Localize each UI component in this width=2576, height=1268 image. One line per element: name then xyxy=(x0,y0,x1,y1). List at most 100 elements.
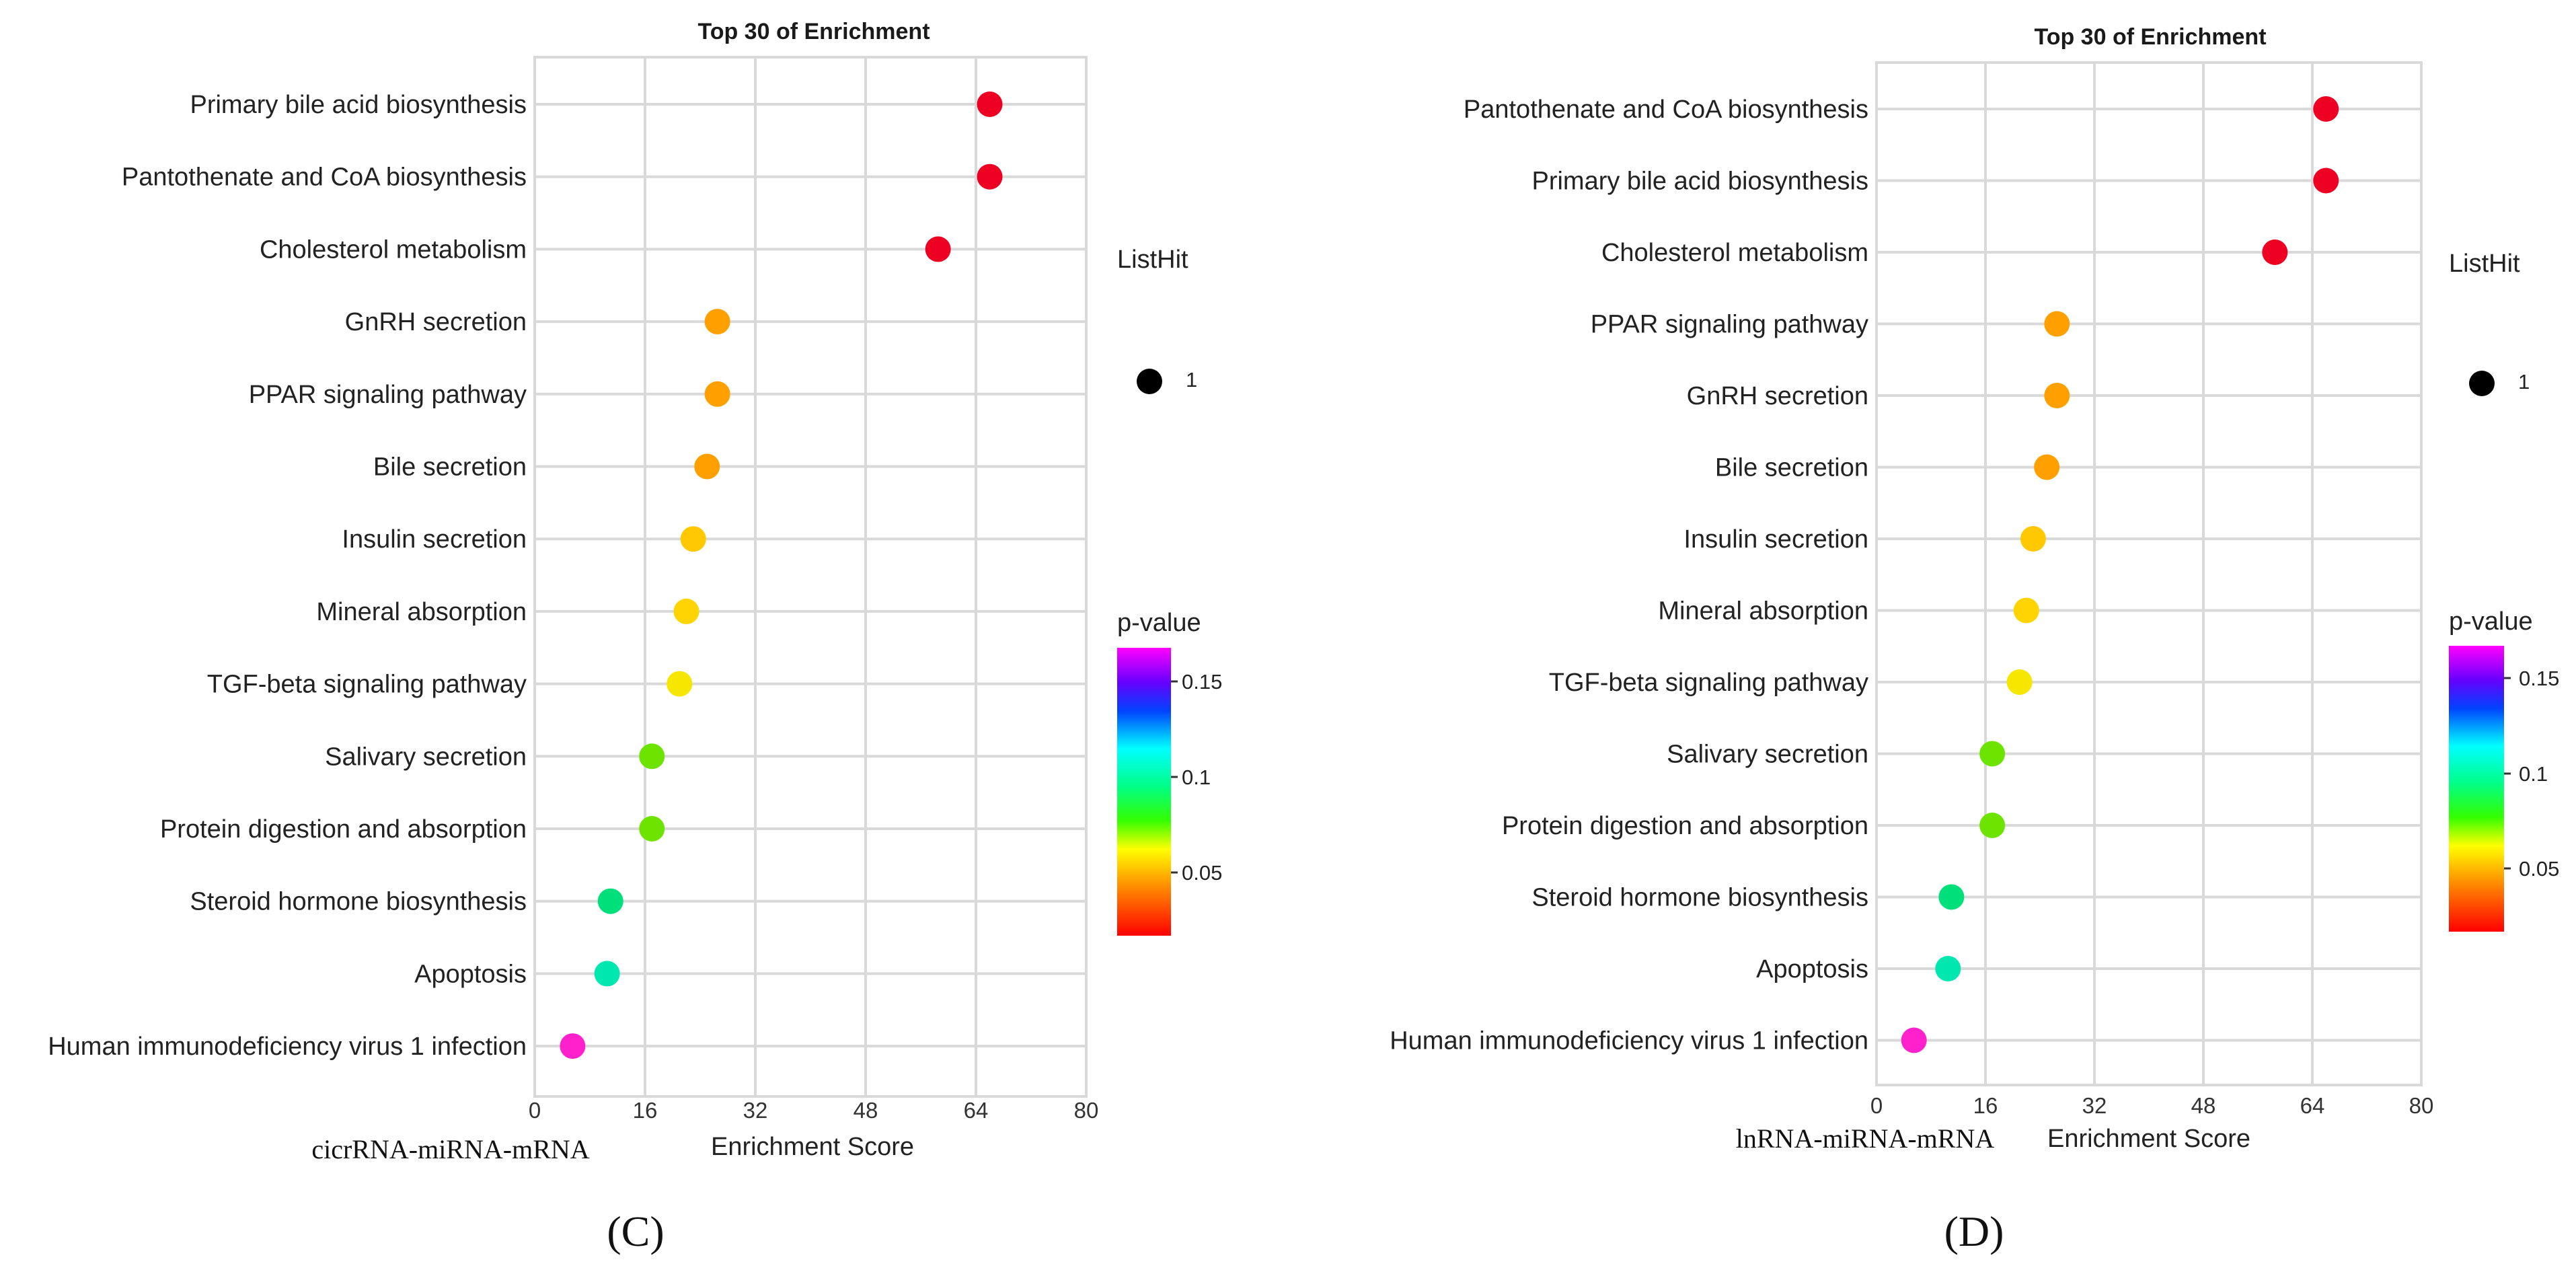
category-labels: Primary bile acid biosynthesis Pantothena… xyxy=(48,91,527,1061)
x-tick-labels: 0 16 32 48 64 80 xyxy=(1870,1093,2434,1118)
panel-d: Top 30 of Enrichment Pantothenate and Co… xyxy=(1390,24,2559,1255)
panel-c: Top 30 of Enrichment Primary bile acid b… xyxy=(48,19,1222,1255)
network-label: cicrRNA-miRNA-mRNA xyxy=(311,1134,589,1164)
data-points xyxy=(1901,96,2339,1053)
color-tick-label: 0.1 xyxy=(2519,762,2548,786)
category-label: Salivary secretion xyxy=(1667,741,1868,769)
data-point xyxy=(694,453,720,480)
data-point xyxy=(977,163,1003,190)
color-legend-title: p-value xyxy=(1117,609,1201,637)
category-label: Primary bile acid biosynthesis xyxy=(1531,167,1868,196)
data-point xyxy=(925,236,951,262)
category-label: TGF-beta signaling pathway xyxy=(1549,669,1868,697)
data-point xyxy=(1901,1027,1927,1053)
category-label: GnRH secretion xyxy=(345,308,527,336)
data-points xyxy=(560,91,1003,1059)
category-label: Salivary secretion xyxy=(325,743,527,771)
data-point xyxy=(639,816,665,842)
category-label: Bile secretion xyxy=(1715,454,1868,482)
data-point xyxy=(2044,311,2070,337)
category-label: Insulin secretion xyxy=(342,525,527,554)
category-label: Steroid hormone biosynthesis xyxy=(1531,884,1868,912)
size-legend-title: ListHit xyxy=(1117,246,1188,274)
data-point xyxy=(2262,239,2288,265)
x-tick-label: 32 xyxy=(2082,1093,2107,1118)
category-label: PPAR signaling pathway xyxy=(1591,311,1868,339)
x-tick-label: 0 xyxy=(529,1098,541,1123)
chart-title: Top 30 of Enrichment xyxy=(2034,24,2266,50)
category-label: Cholesterol metabolism xyxy=(1601,239,1868,267)
data-point xyxy=(2044,383,2070,408)
x-axis-label: Enrichment Score xyxy=(711,1133,914,1161)
category-label: Human immunodeficiency virus 1 infection xyxy=(1390,1027,1868,1055)
data-point xyxy=(1979,741,2006,767)
x-tick-label: 0 xyxy=(1870,1093,1883,1118)
category-label: Pantothenate and CoA biosynthesis xyxy=(122,163,527,192)
grid xyxy=(533,57,1088,1096)
color-legend: p-value 0.15 0.1 0.05 xyxy=(1117,609,1222,936)
color-tick-label: 0.05 xyxy=(1182,861,1222,885)
panel-label: (D) xyxy=(1944,1207,2004,1255)
category-label: Apoptosis xyxy=(1756,955,1868,983)
category-label: Apoptosis xyxy=(414,960,527,988)
data-point xyxy=(1938,884,1965,910)
data-point xyxy=(639,743,665,770)
data-point xyxy=(2013,597,2039,624)
category-label: Human immunodeficiency virus 1 infection xyxy=(48,1033,527,1061)
category-label: Cholesterol metabolism xyxy=(260,235,527,264)
category-label: Protein digestion and absorption xyxy=(1502,812,1868,840)
color-tick-label: 0.05 xyxy=(2519,857,2559,881)
category-label: Bile secretion xyxy=(373,453,527,482)
x-tick-label: 16 xyxy=(633,1098,658,1123)
size-legend: ListHit 1 xyxy=(2449,250,2530,396)
color-legend-title: p-value xyxy=(2449,607,2533,636)
category-label: TGF-beta signaling pathway xyxy=(207,671,527,699)
x-tick-label: 80 xyxy=(1074,1098,1099,1123)
color-bar xyxy=(2449,646,2504,932)
x-axis-label: Enrichment Score xyxy=(2047,1125,2250,1153)
size-legend-label: 1 xyxy=(1186,368,1197,391)
chart-title: Top 30 of Enrichment xyxy=(697,19,930,44)
x-tick-label: 80 xyxy=(2409,1093,2434,1118)
color-tick-label: 0.15 xyxy=(1182,670,1222,694)
data-point xyxy=(2006,669,2033,695)
network-label: lnRNA-miRNA-mRNA xyxy=(1736,1123,1995,1154)
size-legend-label: 1 xyxy=(2518,370,2530,394)
plot-frame xyxy=(533,56,1088,1098)
category-label: GnRH secretion xyxy=(1687,382,1868,410)
data-point xyxy=(2313,96,2339,122)
data-point xyxy=(2034,454,2060,480)
data-point xyxy=(597,888,623,914)
category-label: Primary bile acid biosynthesis xyxy=(190,91,527,119)
x-tick-label: 32 xyxy=(743,1098,768,1123)
data-point xyxy=(560,1033,586,1059)
color-bar xyxy=(1117,648,1171,936)
data-point xyxy=(977,91,1003,117)
category-label: Pantothenate and CoA biosynthesis xyxy=(1464,96,1868,124)
color-tick-label: 0.1 xyxy=(1182,766,1211,789)
size-legend-dot xyxy=(1137,369,1162,394)
panel-label: (C) xyxy=(607,1207,664,1255)
category-labels: Pantothenate and CoA biosynthesis Primary… xyxy=(1390,96,1868,1055)
category-label: Protein digestion and absorption xyxy=(160,815,527,844)
data-point xyxy=(704,381,730,407)
data-point xyxy=(704,309,730,335)
data-point xyxy=(2313,167,2339,194)
data-point xyxy=(1935,956,1961,981)
category-label: PPAR signaling pathway xyxy=(249,381,527,409)
category-label: Mineral absorption xyxy=(316,598,527,626)
category-label: Insulin secretion xyxy=(1683,525,1868,554)
x-tick-label: 64 xyxy=(2300,1093,2325,1118)
size-legend-dot xyxy=(2469,371,2495,396)
data-point xyxy=(594,961,620,987)
x-tick-label: 48 xyxy=(854,1098,878,1123)
x-tick-label: 16 xyxy=(1973,1093,1998,1118)
category-label: Steroid hormone biosynthesis xyxy=(190,888,527,916)
x-tick-label: 48 xyxy=(2191,1093,2216,1118)
size-legend-title: ListHit xyxy=(2449,250,2520,278)
x-tick-labels: 0 16 32 48 64 80 xyxy=(529,1098,1099,1123)
data-point xyxy=(673,598,699,624)
size-legend: ListHit 1 xyxy=(1117,246,1197,394)
data-point xyxy=(680,526,706,552)
